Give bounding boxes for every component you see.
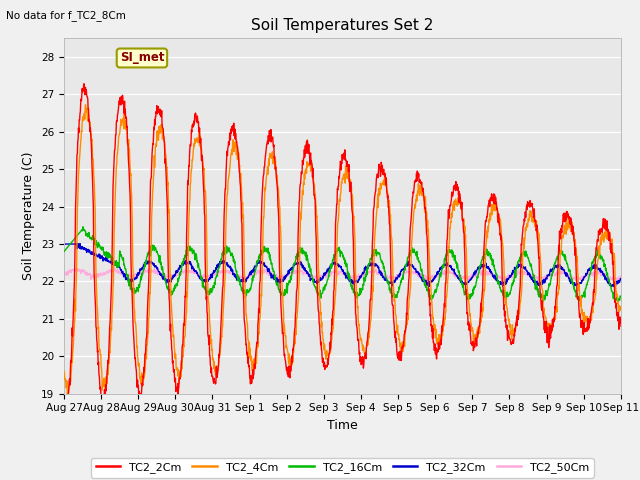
Text: SI_met: SI_met [120,51,164,64]
Title: Soil Temperatures Set 2: Soil Temperatures Set 2 [252,18,433,33]
Text: No data for f_TC2_8Cm: No data for f_TC2_8Cm [6,10,126,21]
Y-axis label: Soil Temperature (C): Soil Temperature (C) [22,152,35,280]
X-axis label: Time: Time [327,419,358,432]
Legend: TC2_2Cm, TC2_4Cm, TC2_16Cm, TC2_32Cm, TC2_50Cm: TC2_2Cm, TC2_4Cm, TC2_16Cm, TC2_32Cm, TC… [91,458,594,478]
